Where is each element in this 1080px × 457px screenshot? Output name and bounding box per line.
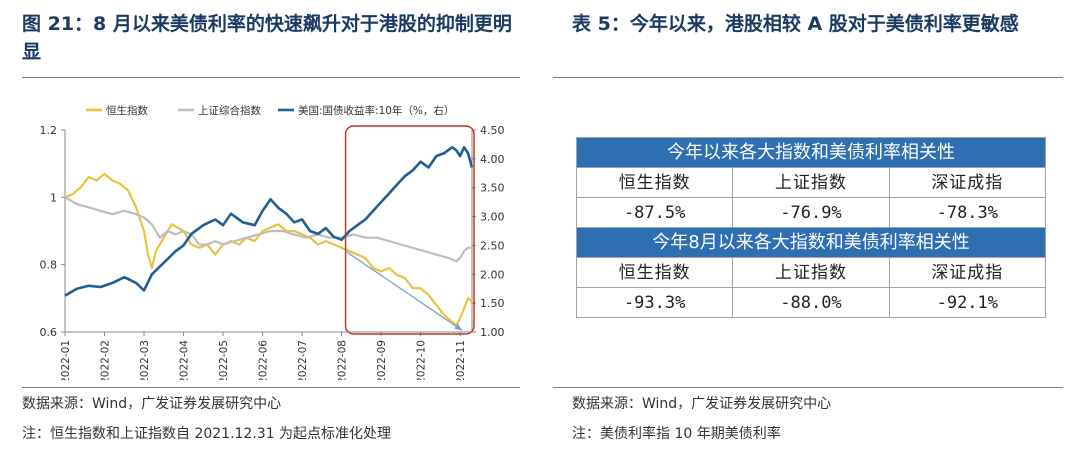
trend-arrow-head: [454, 323, 463, 331]
series-line-hsi: [64, 172, 473, 327]
y-right-tick-label: 1.00: [480, 326, 505, 339]
y-right-tick-label: 1.50: [480, 297, 505, 310]
col-hsi-label-2: 恒生指数: [575, 257, 734, 288]
y-left-tick-label: 1.2: [40, 124, 58, 137]
col-szse-label-2: 深证成指: [888, 257, 1047, 288]
col-sse-label-2: 上证指数: [732, 257, 890, 288]
section2-szse-value: -92.1%: [888, 287, 1047, 318]
left-top-divider: [22, 77, 520, 78]
correlation-table: 今年以来各大指数和美债利率相关性 恒生指数 上证指数 深证成指 -87.5% -…: [575, 137, 1047, 318]
col-szse-label: 深证成指: [888, 167, 1047, 198]
trend-arrow-line: [345, 250, 463, 331]
x-tick-label: 2022-03: [139, 340, 151, 380]
section2-sse-value: -88.0%: [732, 287, 890, 318]
highlight-box: [344, 125, 475, 335]
table-section2-header: 今年8月以来各大指数和美债利率相关性: [576, 227, 1046, 258]
y-right-tick-label: 4.00: [480, 153, 505, 166]
x-tick-label: 2022-11: [455, 340, 467, 380]
legend-label-hsi: 恒生指数: [106, 104, 148, 117]
x-tick-label: 2022-07: [297, 340, 309, 380]
y-right-tick-label: 2.00: [480, 268, 505, 281]
y-left-tick-label: 1: [50, 191, 57, 204]
left-bottom-divider: [22, 387, 520, 388]
line-chart: 0.6 0.8 1 1.2 1.00 1.50 2.00 2.50 3.00 3.50 4.00 4.…: [40, 104, 505, 380]
x-tick-label: 2022-06: [258, 340, 270, 380]
x-tick-label: 2022-05: [218, 340, 230, 380]
y-right-tick-label: 4.50: [480, 124, 505, 137]
section1-sse-value: -76.9%: [732, 197, 890, 228]
section2-hsi-value: -93.3%: [575, 287, 734, 318]
y-right-tick-label: 3.00: [480, 211, 505, 224]
section1-hsi-value: -87.5%: [575, 197, 734, 228]
y-right-tick-label: 3.50: [480, 182, 505, 195]
legend-label-sse: 上证综合指数: [198, 104, 261, 117]
col-hsi-label: 恒生指数: [575, 167, 734, 198]
section1-szse-value: -78.3%: [888, 197, 1047, 228]
x-tick-label: 2022-09: [376, 340, 388, 380]
legend-label-ust: 美国:国债收益率:10年（%，右）: [298, 104, 454, 117]
col-sse-label: 上证指数: [732, 167, 890, 198]
x-tick-label: 2022-01: [60, 340, 72, 380]
right-top-divider: [553, 77, 1063, 78]
x-tick-label: 2022-10: [416, 340, 428, 380]
series-line-sse: [64, 196, 472, 263]
table-section1-header: 今年以来各大指数和美债利率相关性: [576, 137, 1046, 168]
right-footnote: 注：美债利率指 10 年期美债利率: [572, 426, 781, 442]
right-data-source: 数据来源：Wind，广发证券发展研究中心: [572, 396, 832, 412]
left-data-source: 数据来源：Wind，广发证券发展研究中心: [22, 396, 282, 412]
right-bottom-divider: [553, 387, 1063, 388]
y-left-tick-label: 0.6: [40, 326, 58, 339]
right-table-title: 表 5：今年以来，港股相较 A 股对于美债利率更敏感: [572, 13, 1019, 35]
left-footnote: 注：恒生指数和上证指数自 2021.12.31 为起点标准化处理: [22, 426, 392, 442]
y-left-tick-label: 0.8: [40, 259, 58, 272]
x-tick-label: 2022-02: [100, 340, 112, 380]
left-figure-title: 图 21：8 月以来美债利率的快速飙升对于港股的抑制更明显: [22, 13, 512, 63]
x-tick-label: 2022-08: [337, 340, 349, 380]
y-right-tick-label: 2.50: [480, 239, 505, 252]
series-line-ust: [64, 146, 474, 297]
x-tick-label: 2022-04: [179, 340, 191, 380]
